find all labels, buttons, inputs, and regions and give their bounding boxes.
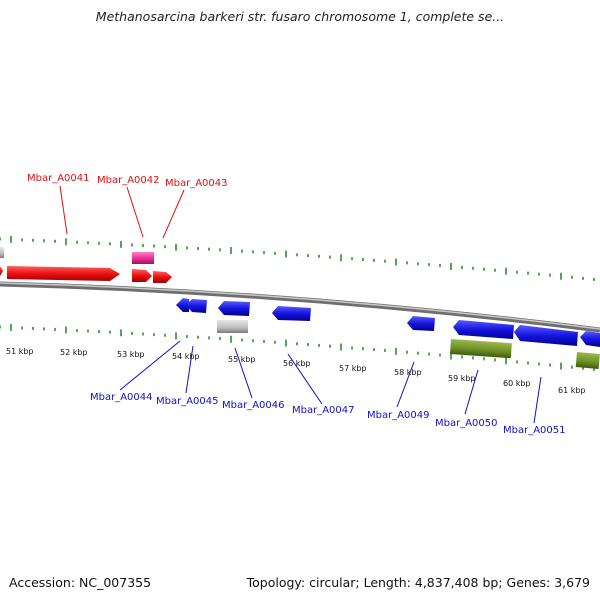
scale-label: 54 kbp (172, 352, 200, 361)
gene-mbar-a0044[interactable] (176, 298, 189, 312)
scale-labels: 51 kbp 52 kbp 53 kbp 54 kbp 55 kbp 56 kb… (6, 347, 586, 395)
scale-label: 57 kbp (339, 364, 367, 373)
gene-mbar-a0047[interactable] (272, 306, 311, 321)
gene-label-mbar-a0042[interactable]: Mbar_A0042 (97, 175, 160, 186)
connector-line (162, 189, 185, 239)
gene-rna-mbar-a0042[interactable] (132, 252, 154, 264)
label-connectors (59, 185, 542, 424)
connector-line (287, 353, 323, 405)
gene-olive-a0050[interactable] (449, 338, 512, 359)
gene-other-reverse[interactable] (217, 320, 248, 333)
scale-label: 53 kbp (117, 350, 145, 359)
connector-line (126, 186, 144, 238)
chromosome-backbone (0, 281, 600, 333)
reverse-strand-genes (176, 298, 600, 369)
connector-line (533, 376, 542, 424)
gene-label-mbar-a0046[interactable]: Mbar_A0046 (222, 400, 285, 411)
connector-line (234, 347, 253, 399)
gene-olive-next[interactable] (575, 352, 600, 369)
gene-mbar-a0042[interactable] (132, 269, 152, 282)
gene-label-mbar-a0050[interactable]: Mbar_A0050 (435, 418, 498, 429)
gene-mbar-a0041[interactable] (0, 266, 3, 276)
gene-label-mbar-a0051[interactable]: Mbar_A0051 (503, 425, 566, 436)
gene-mbar-a0043[interactable] (153, 271, 172, 283)
gene-mbar-a0041[interactable] (7, 266, 120, 281)
connector-line (185, 345, 194, 394)
gene-label-mbar-a0045[interactable]: Mbar_A0045 (156, 396, 219, 407)
scale-label: 52 kbp (60, 348, 88, 357)
scale-label: 59 kbp (448, 374, 476, 383)
topology-summary: Topology: circular; Length: 4,837,408 bp… (246, 575, 590, 590)
connector-line (396, 361, 415, 408)
connector-line (464, 369, 479, 415)
map-title: Methanosarcina barkeri str. fusaro chrom… (95, 9, 505, 24)
scale-label: 56 kbp (283, 359, 311, 368)
gene-mbar-a0051[interactable] (514, 325, 578, 346)
scale-label: 51 kbp (6, 347, 34, 356)
gene-mbar-a0050[interactable] (453, 320, 514, 339)
scale-label: 58 kbp (394, 368, 422, 377)
scale-ticks-top (0, 235, 595, 281)
gene-next-reverse[interactable] (580, 331, 600, 347)
chromosome-backbone-highlight (0, 282, 600, 330)
scale-label: 61 kbp (558, 386, 586, 395)
gene-label-mbar-a0044[interactable]: Mbar_A0044 (90, 392, 153, 403)
connector-line (119, 340, 181, 391)
gene-label-mbar-a0041[interactable]: Mbar_A0041 (27, 173, 90, 184)
gene-label-mbar-a0043[interactable]: Mbar_A0043 (165, 178, 228, 189)
scale-label: 55 kbp (228, 355, 256, 364)
gene-mbar-a0045[interactable] (186, 299, 207, 313)
gene-mbar-a0049[interactable] (407, 316, 435, 331)
forward-strand-genes (0, 247, 172, 283)
gene-label-mbar-a0047[interactable]: Mbar_A0047 (292, 405, 355, 416)
connector-line (59, 185, 68, 235)
scale-label: 60 kbp (503, 379, 531, 388)
gene-labels: Mbar_A0041 Mbar_A0042 Mbar_A0043 Mbar_A0… (27, 173, 566, 436)
gene-other-forward[interactable] (0, 247, 4, 258)
gene-label-mbar-a0049[interactable]: Mbar_A0049 (367, 410, 430, 421)
gene-mbar-a0046[interactable] (218, 301, 250, 316)
accession-label: Accession: NC_007355 (9, 575, 152, 590)
scale-ticks-bottom (0, 323, 595, 371)
